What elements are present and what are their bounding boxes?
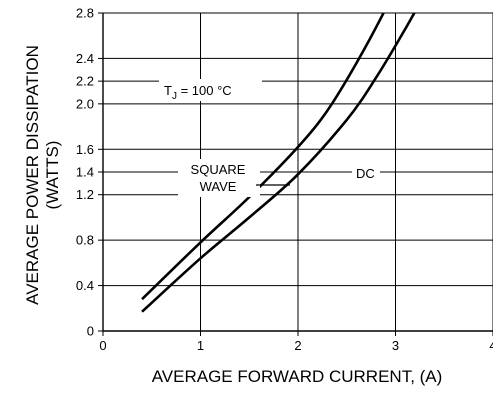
- y-tick-label-7: 2.2: [76, 74, 94, 89]
- grid-layer: [103, 12, 493, 331]
- x-tick-label-1: 1: [197, 338, 204, 353]
- annotation-tj-subscript: J: [172, 91, 177, 102]
- series-layer: [141, 13, 416, 313]
- series-line-square-wave: [141, 13, 385, 301]
- y-tick-label-2: 0.8: [76, 233, 94, 248]
- annotation-dc-backdrop: [352, 163, 380, 183]
- y-tick-label-9: 2.8: [76, 6, 94, 21]
- x-tick-label-3: 3: [392, 338, 399, 353]
- annotation-square-wave-line1: SQUARE: [191, 162, 246, 177]
- tick-layer: 0 1 2 3 4 0 0.4 0.8 1.2 1.4 1.6 2.0 2.2 2.4 2.8: [76, 6, 493, 353]
- y-tick-label-0: 0: [87, 324, 94, 339]
- series-line-dc: [141, 13, 416, 313]
- x-tick-label-0: 0: [99, 338, 106, 353]
- x-tick-label-2: 2: [294, 338, 301, 353]
- annotation-square-wave-backdrop: [178, 159, 260, 197]
- x-tick-label-4: 4: [489, 338, 493, 353]
- annotation-square-wave-line2: WAVE: [200, 179, 237, 194]
- annotation-tj-rest: = 100 °C: [177, 83, 232, 98]
- y-tick-label-4: 1.4: [76, 165, 94, 180]
- annotation-dc: DC: [356, 166, 375, 181]
- series-group: [141, 13, 416, 313]
- annotation-tj-main: T: [164, 83, 172, 98]
- y-tick-label-1: 0.4: [76, 278, 94, 293]
- y-tick-label-6: 2.0: [76, 96, 94, 111]
- annotation-tj-backdrop: [159, 79, 262, 101]
- y-axis-title-line2: (WATTS): [43, 141, 62, 210]
- x-axis-title: AVERAGE FORWARD CURRENT, (A): [152, 367, 443, 386]
- annotation-tj: TJ = 100 °C: [164, 83, 232, 102]
- y-tick-label-5: 1.6: [76, 142, 94, 157]
- y-axis-title-line1: AVERAGE POWER DISSIPATION: [23, 45, 42, 305]
- y-tick-label-3: 1.2: [76, 187, 94, 202]
- y-tick-label-8: 2.4: [76, 51, 94, 66]
